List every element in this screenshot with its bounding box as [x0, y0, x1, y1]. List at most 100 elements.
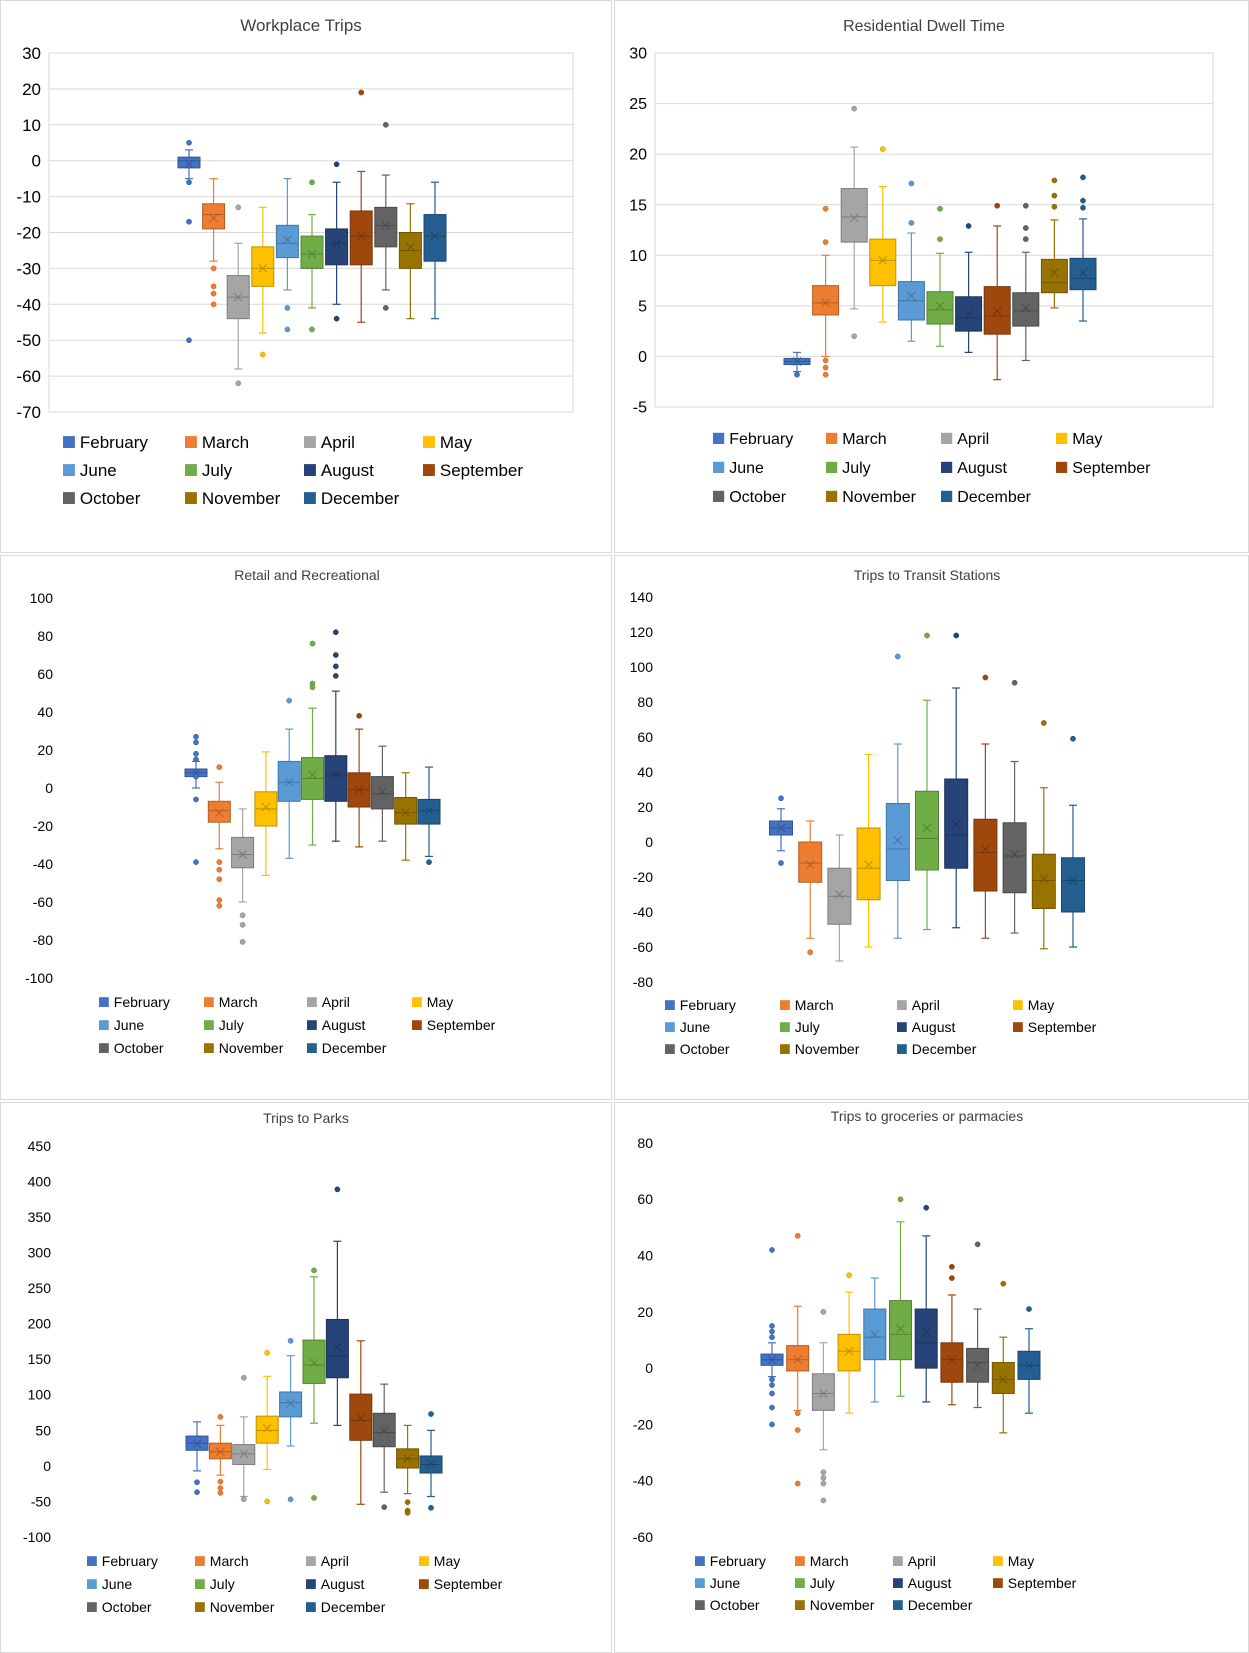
legend-item-april: April	[897, 997, 940, 1013]
box-iqr	[370, 776, 394, 810]
y-tick-label: -20	[633, 869, 653, 885]
outlier-point	[332, 663, 339, 670]
legend-item-november: November	[185, 489, 281, 508]
legend-swatch	[780, 1022, 790, 1032]
mean-stroke	[356, 1413, 366, 1423]
mean-stroke	[354, 785, 364, 795]
y-tick-label: -20	[16, 223, 41, 242]
box-august	[914, 1204, 938, 1403]
outlier-point	[953, 632, 960, 639]
y-tick-label: -70	[16, 403, 41, 422]
outlier-point	[822, 371, 829, 378]
box-iqr	[1061, 857, 1085, 913]
outlier-point	[937, 236, 943, 242]
legend-item-october: October	[713, 489, 787, 506]
mean-stroke	[870, 1330, 880, 1339]
box-may	[251, 206, 275, 358]
legend-swatch	[63, 492, 75, 504]
legend-item-may: May	[993, 1553, 1034, 1569]
box-june	[277, 697, 301, 859]
box-may	[254, 751, 278, 876]
chart-panel-parks: Trips to Parks 450 400 350 300 250 200 150 100 50…	[0, 1102, 612, 1653]
legend-item-may: May	[1013, 997, 1054, 1013]
outlier-point	[1051, 192, 1058, 199]
outlier-point	[1011, 679, 1018, 686]
box-iqr	[207, 800, 231, 823]
y-tick-label: 20	[637, 1304, 653, 1320]
outlier-point	[923, 1204, 930, 1211]
mean-stroke	[286, 1398, 295, 1408]
legend-label: March	[202, 433, 249, 452]
legend-item-august: August	[306, 1576, 364, 1592]
y-tick-label: 30	[22, 44, 41, 63]
mean-marker	[992, 306, 1002, 316]
mean-marker	[998, 1375, 1008, 1384]
box-december	[1061, 735, 1085, 948]
legend-label: April	[322, 994, 350, 1010]
box-iqr	[277, 760, 301, 802]
outlier-point	[851, 105, 858, 112]
mean-marker	[261, 802, 271, 812]
mean-marker	[379, 1426, 389, 1435]
mean-stroke	[239, 1449, 249, 1459]
mean-marker	[767, 1355, 777, 1365]
legend-label: April	[908, 1553, 936, 1569]
legend-item-september: September	[419, 1576, 503, 1592]
legend-swatch	[695, 1556, 705, 1566]
legend-swatch	[897, 1022, 907, 1032]
outlier-point	[216, 902, 223, 909]
mean-stroke	[835, 890, 844, 899]
legend-label: July	[810, 1575, 835, 1591]
chart-title: Workplace Trips	[240, 16, 362, 35]
y-tick-label: -100	[25, 970, 53, 986]
mean-stroke	[258, 264, 268, 273]
mean-marker	[356, 231, 366, 241]
legend-item-december: December	[941, 489, 1032, 506]
outlier-point	[382, 121, 389, 128]
outlier-point	[217, 1478, 224, 1485]
outlier-point	[1040, 720, 1047, 726]
box-april	[827, 834, 852, 962]
legend-label: April	[321, 433, 355, 452]
mean-stroke	[819, 1389, 828, 1398]
outlier-point	[1080, 204, 1086, 211]
legend-label: September	[1072, 460, 1151, 477]
box-may	[869, 146, 897, 323]
y-tick-label: 60	[637, 729, 653, 745]
legend-swatch	[306, 1602, 316, 1612]
outlier-point	[193, 750, 199, 757]
legend-label: March	[210, 1553, 249, 1569]
box-series	[185, 1186, 443, 1516]
y-tick-label: 80	[637, 694, 653, 710]
outlier-point	[193, 739, 199, 746]
mean-stroke	[308, 770, 317, 780]
mean-marker	[191, 768, 201, 778]
mean-marker	[1078, 268, 1088, 277]
legend-item-february: February	[99, 994, 170, 1010]
mean-stroke	[922, 823, 932, 833]
legend-swatch	[185, 492, 197, 504]
box-iqr	[915, 790, 939, 871]
mean-stroke	[233, 292, 243, 302]
mean-marker	[284, 777, 294, 787]
y-tick-label: -40	[633, 1473, 653, 1489]
y-tick-labels: 30 20 10 0 -10 -20 -30 -40 -50 -60 -70	[16, 44, 41, 422]
legend-label: April	[912, 997, 940, 1013]
legend-label: April	[957, 431, 989, 448]
legend-swatch	[87, 1556, 97, 1566]
box-november	[1040, 177, 1068, 309]
y-tick-label: -40	[33, 856, 53, 872]
box-iqr	[251, 246, 275, 287]
outlier-point	[382, 305, 389, 311]
legend-swatch	[713, 461, 725, 473]
mean-marker	[308, 770, 317, 780]
y-tick-label: -50	[31, 1493, 51, 1509]
box-iqr	[1069, 257, 1097, 291]
box-july	[300, 179, 324, 333]
legend-swatch	[695, 1600, 705, 1610]
box-october	[374, 121, 398, 311]
outlier-point	[794, 1480, 801, 1487]
outlier-point	[186, 337, 192, 344]
box-march	[202, 178, 226, 308]
box-iqr	[1031, 853, 1056, 909]
